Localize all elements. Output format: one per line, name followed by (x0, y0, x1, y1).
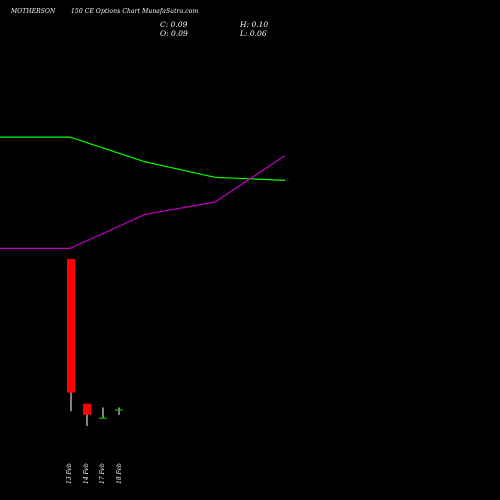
close-value: C: 0.09 (160, 20, 188, 29)
candle-18-feb (115, 407, 123, 415)
series-line-0 (0, 136, 286, 181)
high-value: H: 0.10 (240, 20, 269, 29)
candle-body (67, 259, 75, 393)
candle-14-feb (83, 403, 91, 426)
open-value: O: 0.09 (160, 29, 188, 38)
chart-symbol: MOTHERSON (11, 8, 56, 15)
candle-body (83, 403, 91, 415)
candle-body (99, 417, 107, 419)
x-tick-label: 18 Feb (116, 463, 123, 484)
candle-17-feb (99, 407, 107, 419)
low-value: L: 0.06 (240, 29, 267, 38)
candle-body (115, 409, 123, 411)
candle-13-feb (67, 259, 75, 412)
series-line-1 (0, 155, 286, 249)
chart-title: 150 CE Options Chart MunafaSutra.com (71, 8, 199, 15)
x-tick-label: 13 Feb (66, 463, 73, 484)
x-tick-label: 17 Feb (99, 463, 106, 484)
x-tick-label: 14 Feb (83, 463, 90, 484)
